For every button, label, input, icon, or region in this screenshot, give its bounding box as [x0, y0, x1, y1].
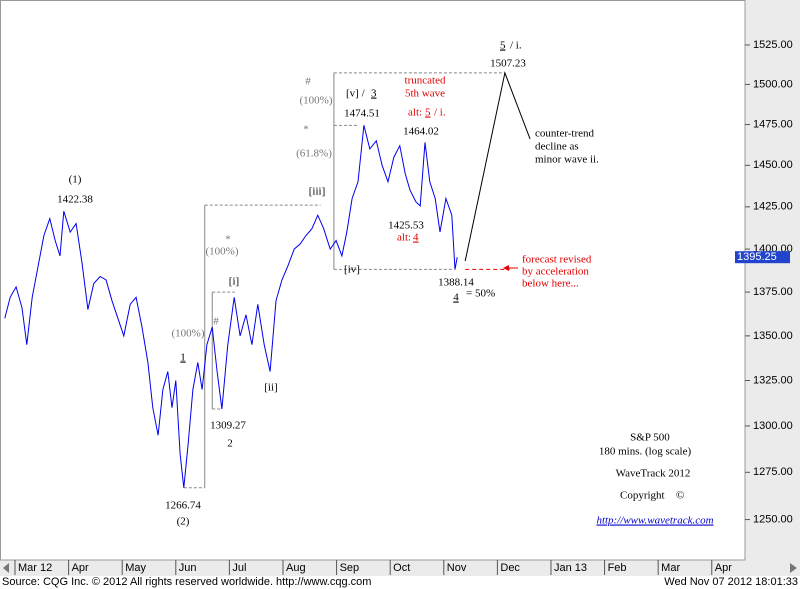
annotation: 5 — [500, 40, 506, 52]
price-line — [464, 71, 531, 262]
annotation: * — [225, 234, 231, 246]
annotation: 180 mins. (log scale) — [599, 446, 692, 458]
x-tick-label: Dec — [500, 562, 520, 574]
annotation: alt: — [397, 232, 411, 244]
annotation: (61.8%) — [296, 148, 332, 160]
annotation: [iv] — [344, 264, 360, 276]
annotation: (100%) — [300, 95, 333, 107]
x-tick-label: Aug — [286, 562, 306, 574]
annotation: Copyright — [620, 490, 665, 502]
x-axis-panel — [0, 560, 800, 576]
price-line — [4, 125, 458, 488]
y-tick-label: 1500.00 — [753, 78, 793, 90]
annotation: = 50% — [466, 288, 495, 300]
annotation: / i. — [510, 40, 522, 52]
annotation: S&P 500 — [630, 432, 670, 444]
annotation: 1388.14 — [438, 277, 474, 289]
annotation: 1309.27 — [210, 420, 246, 432]
annotation: (1) — [69, 174, 82, 186]
y-tick-label: 1250.00 — [753, 513, 793, 525]
x-tick-label: Nov — [447, 562, 467, 574]
source: Source: CQG Inc. © 2012 All rights reser… — [2, 576, 371, 588]
x-tick-label: Mar — [661, 562, 680, 574]
annotation: forecast revised — [522, 254, 592, 266]
y-tick-label: 1300.00 — [753, 420, 793, 432]
annotation: minor wave ii. — [535, 154, 599, 166]
annotation: © — [676, 490, 684, 502]
timestamp: Wed Nov 07 2012 18:01:33 — [664, 576, 798, 588]
x-tick-label: Apr — [715, 562, 732, 574]
scroll-left[interactable] — [3, 563, 9, 573]
x-tick-label: Oct — [393, 562, 410, 574]
annotation: 1422.38 — [57, 194, 93, 206]
last-price-box — [735, 251, 790, 264]
annotation: # — [305, 76, 311, 88]
annotation: 2 — [227, 438, 233, 450]
annotation: [ii] — [264, 382, 277, 394]
annotation: (2) — [177, 516, 190, 528]
annotation: 1464.02 — [403, 126, 439, 138]
annotation: WaveTrack 2012 — [616, 468, 691, 480]
y-tick-label: 1350.00 — [753, 330, 793, 342]
annotation: decline as — [535, 141, 579, 153]
annotation: (100%) — [206, 246, 239, 258]
annotation: counter-trend — [535, 128, 595, 140]
y-axis-panel — [745, 0, 800, 560]
y-tick-label: 1450.00 — [753, 159, 793, 171]
x-tick-label: Mar 12 — [18, 562, 52, 574]
annotation: [iii] — [309, 186, 326, 198]
y-tick-label: 1375.00 — [753, 286, 793, 298]
annotation: below here... — [522, 278, 579, 290]
annotation: 1507.23 — [490, 58, 526, 70]
x-tick-label: May — [125, 562, 146, 574]
annotation: 4 — [453, 292, 459, 304]
y-tick-label: 1475.00 — [753, 118, 793, 130]
annotation: [v] / — [346, 88, 366, 100]
annotation: 3 — [371, 88, 377, 100]
annotation: by acceleration — [522, 266, 589, 278]
annotation: # — [213, 316, 219, 328]
y-tick-label: 1275.00 — [753, 466, 793, 478]
annotation: 1 — [180, 352, 186, 364]
x-tick-label: Jul — [232, 562, 246, 574]
annotation: 1474.51 — [344, 108, 380, 120]
annotation: 4 — [413, 232, 419, 244]
annotation: [i] — [229, 276, 239, 288]
annotation: http://www.wavetrack.com — [596, 515, 713, 527]
annotation: 1266.74 — [165, 500, 201, 512]
plot-frame — [0, 0, 746, 561]
scroll-right[interactable] — [790, 563, 797, 573]
x-tick-label: Jun — [179, 562, 197, 574]
x-tick-label: Sep — [340, 562, 360, 574]
annotation: 5th wave — [405, 88, 445, 100]
y-tick-label: 1525.00 — [753, 39, 793, 51]
x-tick-label: Apr — [72, 562, 89, 574]
x-tick-label: Jan 13 — [554, 562, 587, 574]
annotation: (100%) — [172, 328, 205, 340]
x-tick-label: Feb — [608, 562, 627, 574]
y-tick-label: 1325.00 — [753, 374, 793, 386]
last-price-label: 1395.25 — [737, 251, 777, 263]
annotation: 1425.53 — [388, 220, 424, 232]
annotation: truncated — [405, 75, 446, 87]
y-tick-label: 1425.00 — [753, 201, 793, 213]
annotation: alt: — [408, 107, 422, 119]
annotation: 5 — [425, 107, 431, 119]
annotation: / i. — [434, 107, 446, 119]
annotation: * — [303, 124, 309, 136]
